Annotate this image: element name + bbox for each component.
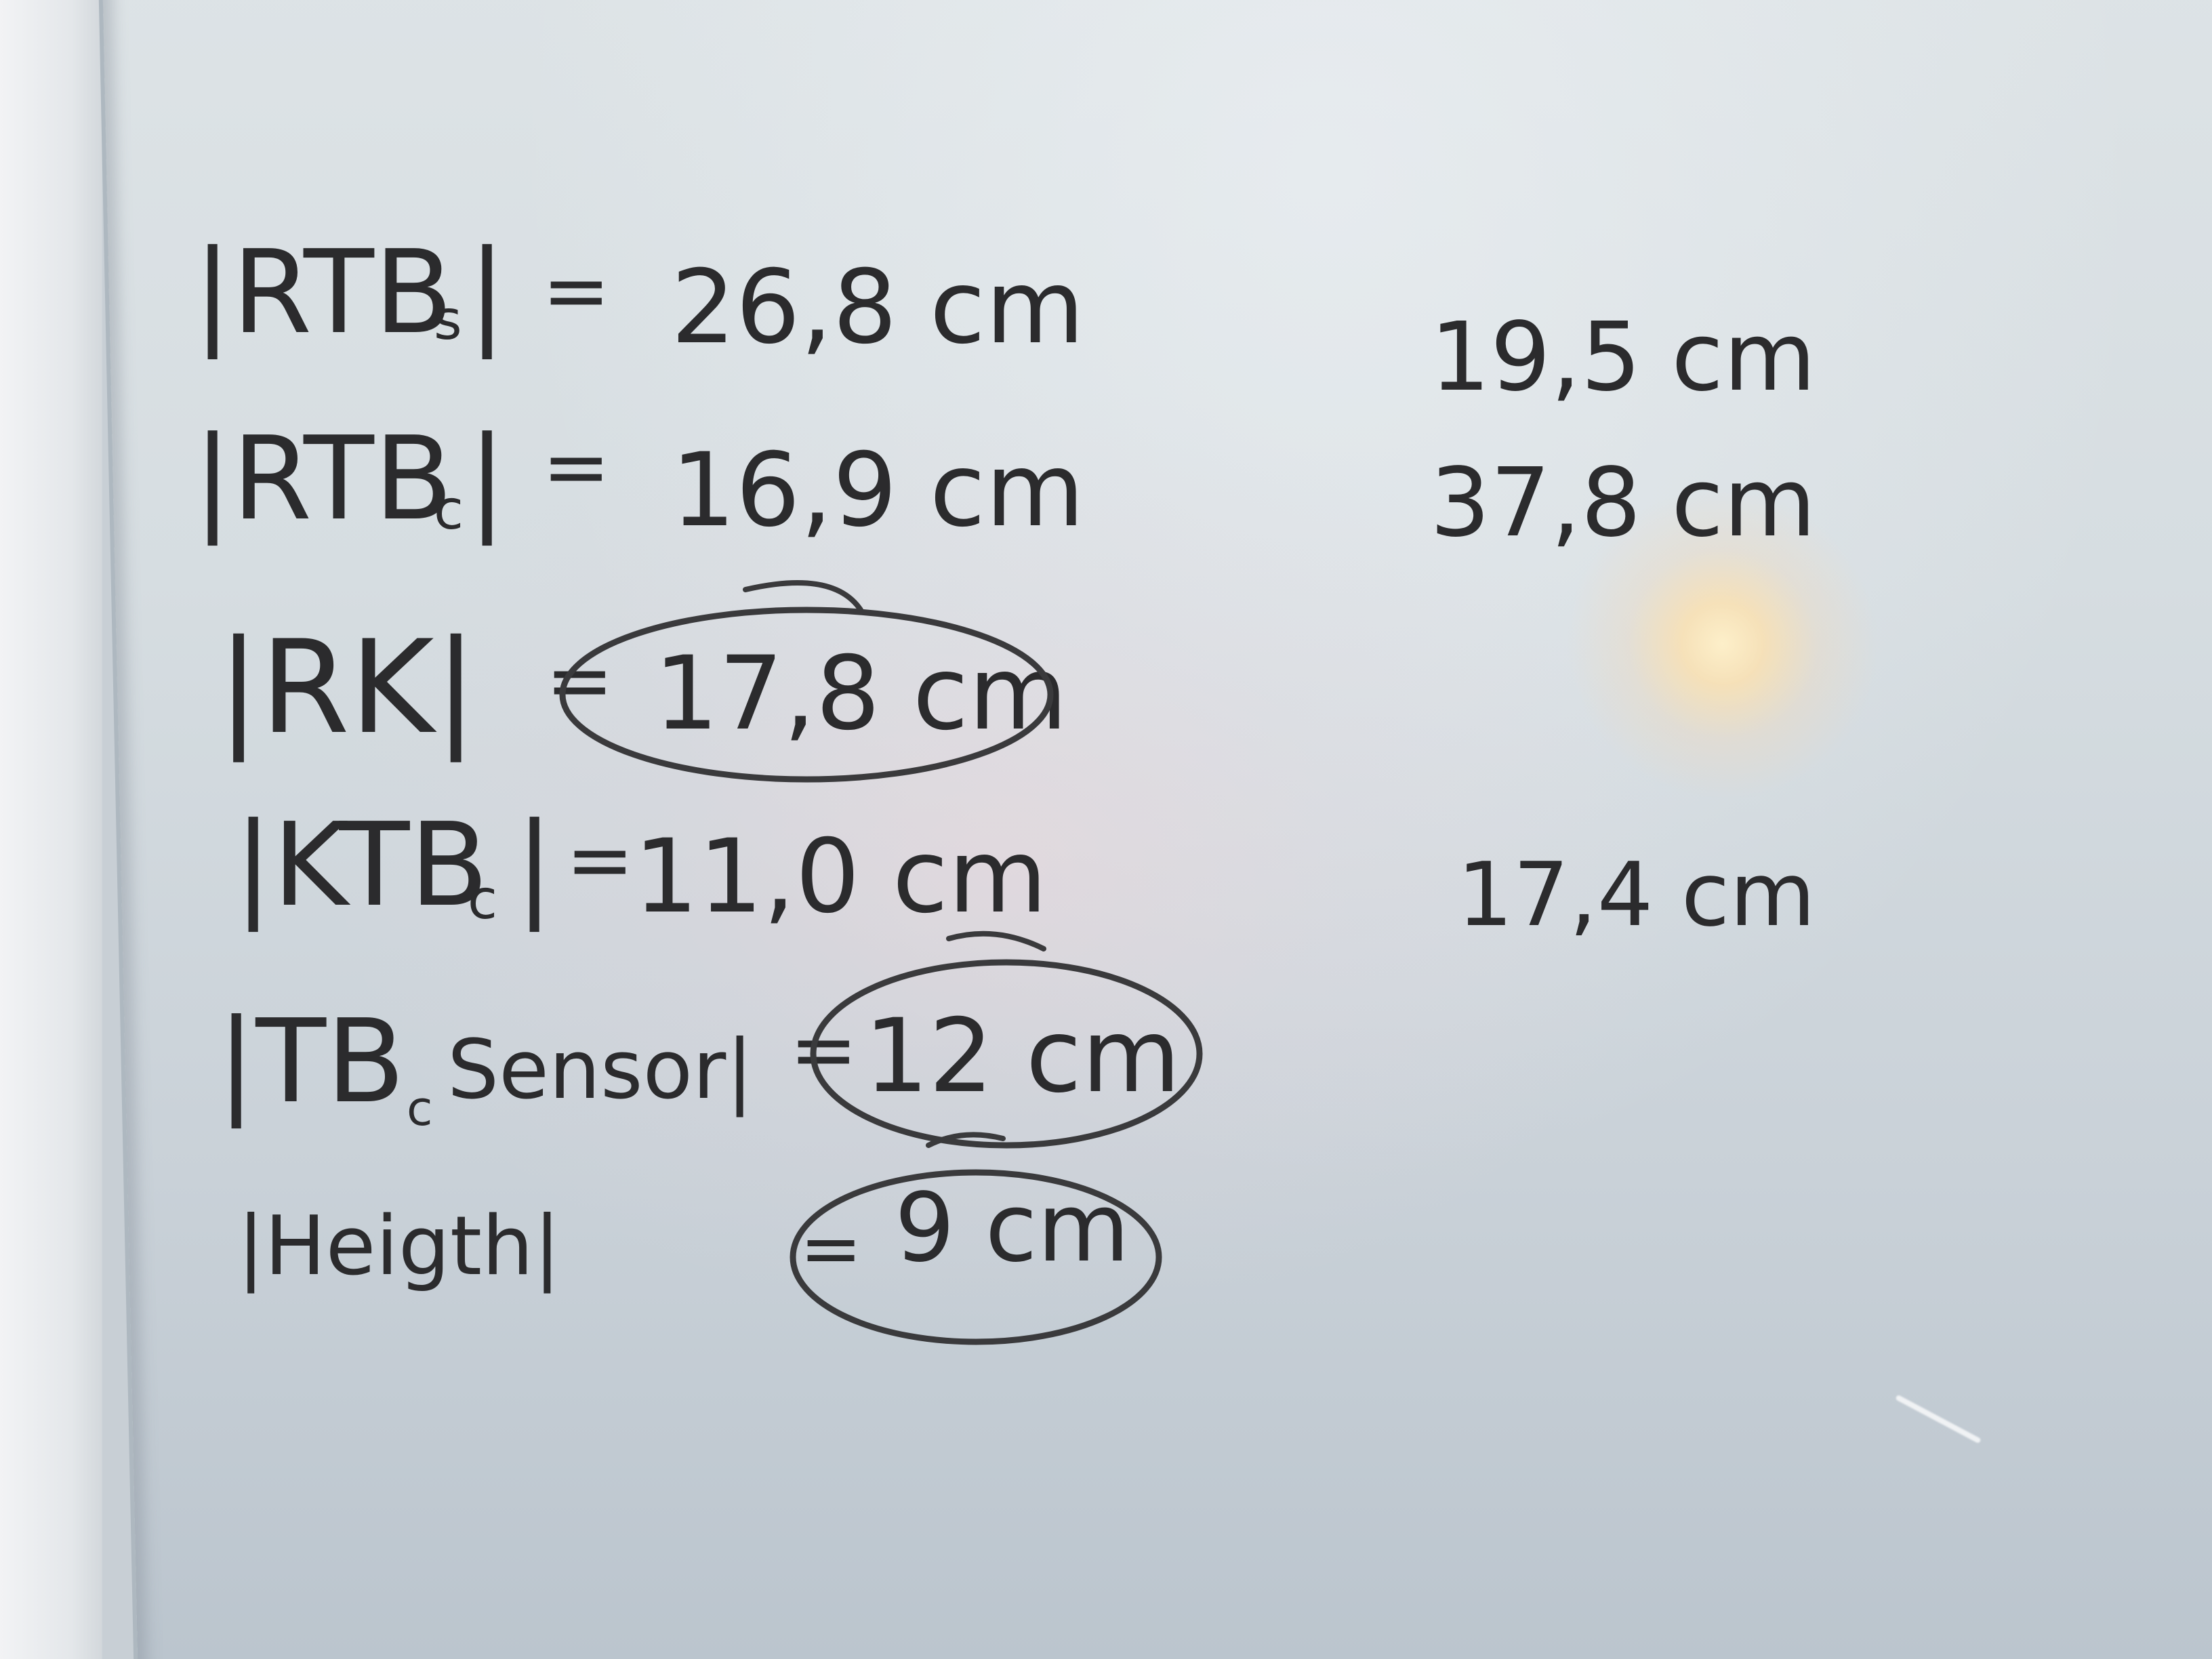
row-height-circle — [790, 1169, 1162, 1345]
row-ktbc-value: 11,0 cm — [634, 818, 1047, 936]
row-rk: |RK| = 17,8 cm — [217, 580, 1067, 783]
row-rk-value: 17,8 cm — [654, 635, 1067, 753]
row-rtbc-value: 16,9 cm — [671, 432, 1084, 550]
row-rtbs-subscript: s — [434, 289, 462, 352]
right-value-2: 37,8 cm — [1430, 448, 1816, 558]
right-column: 19,5 cm 37,8 cm 17,4 cm — [1430, 302, 1816, 946]
row-rtbs-value: 26,8 cm — [671, 249, 1084, 367]
row-rk-label: |RK| — [217, 613, 478, 762]
row-rtbs: |RTB s | = 26,8 cm — [193, 226, 1084, 367]
row-height: |Heigth| = 9 cm — [237, 1132, 1162, 1345]
row-ktbc: |KTB c | = 11,0 cm — [234, 798, 1047, 936]
wall — [0, 0, 102, 1659]
row-ktbc-subscript: c — [468, 868, 497, 931]
row-tbc-sensor-value: 12 cm — [864, 998, 1181, 1115]
row-rtbs-label: |RTB — [193, 226, 453, 360]
row-rtbs-close: | — [468, 226, 506, 360]
row-rtbs-equals: = — [542, 244, 611, 338]
row-rk-circle — [559, 607, 1054, 783]
right-value-3: 17,4 cm — [1457, 843, 1816, 946]
row-tbc-sensor: |TB c Sensor| = 12 cm — [217, 930, 1203, 1149]
row-rk-circle-tail — [743, 580, 863, 613]
row-tbc-sensor-label: |TB — [217, 995, 405, 1129]
row-tbc-sensor-circle — [810, 959, 1203, 1149]
row-rtbc: |RTB c | = 16,9 cm — [193, 412, 1084, 550]
row-height-label: |Heigth| — [237, 1200, 561, 1294]
row-ktbc-equals: = — [566, 813, 634, 907]
row-tbc-sensor-close: Sensor| — [447, 1023, 754, 1118]
right-value-1: 19,5 cm — [1430, 302, 1816, 413]
row-ktbc-close: | — [515, 798, 554, 933]
row-tbc-sensor-subscript: c — [407, 1081, 433, 1136]
row-height-circle-tail — [926, 1132, 1006, 1148]
row-rtbc-subscript: c — [434, 478, 464, 541]
row-rtbc-equals: = — [542, 420, 611, 514]
row-tbc-sensor-circle-tail — [946, 930, 1046, 951]
row-ktbc-label: |KTB — [234, 798, 489, 933]
row-rtbc-label: |RTB — [193, 412, 453, 546]
row-rtbc-close: | — [468, 412, 506, 546]
row-height-equals: = — [800, 1205, 862, 1292]
